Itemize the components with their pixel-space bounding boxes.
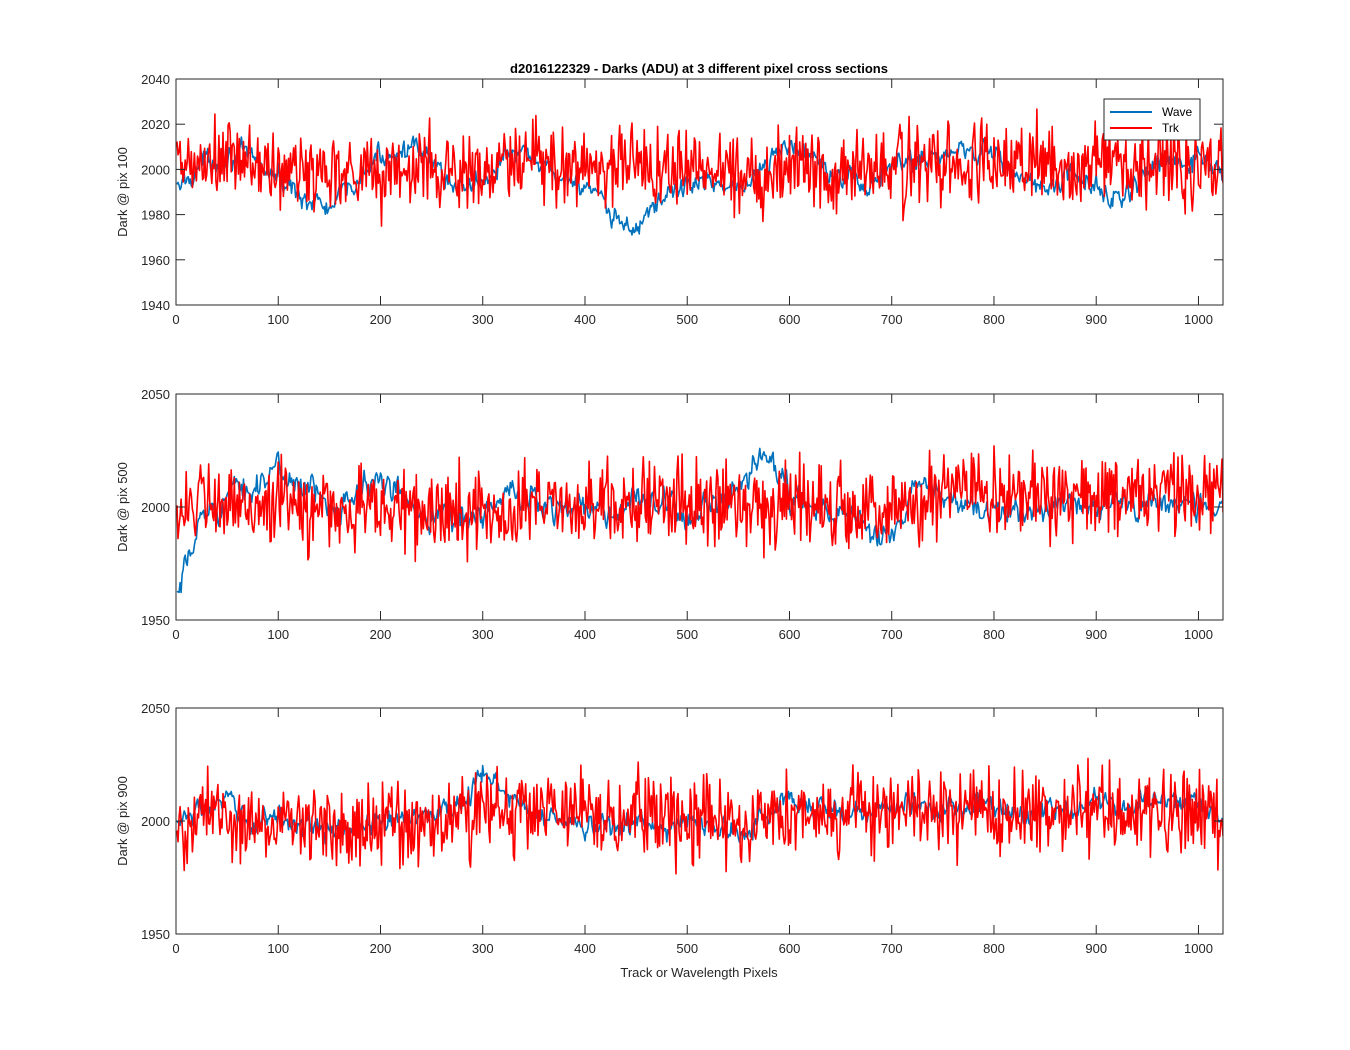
x-tick-label: 100 xyxy=(267,312,289,327)
legend-label-trk: Trk xyxy=(1162,121,1180,135)
y-tick-label: 1980 xyxy=(141,208,170,223)
x-tick-label: 500 xyxy=(676,627,698,642)
x-tick-label: 800 xyxy=(983,941,1005,956)
legend-box xyxy=(1103,98,1201,141)
x-tick-label: 200 xyxy=(370,312,392,327)
x-tick-label: 200 xyxy=(370,941,392,956)
axes-box xyxy=(175,78,1224,306)
x-tick-label: 500 xyxy=(676,312,698,327)
subplot-1: 0 100 200 300 400 500 600 700 800 900 1000 1940 1960… xyxy=(115,72,1224,327)
x-tick-label: 800 xyxy=(983,312,1005,327)
x-tick-label: 900 xyxy=(1085,312,1107,327)
legend-label-wave: Wave xyxy=(1162,105,1193,119)
x-tick-label: 1000 xyxy=(1184,312,1213,327)
x-tick-label: 700 xyxy=(881,941,903,956)
y-tick-label: 2040 xyxy=(141,72,170,87)
series-group xyxy=(176,108,1223,236)
y-axis-label: Dark @ pix 900 xyxy=(115,776,130,866)
x-tick-label: 0 xyxy=(172,312,179,327)
x-tick-label: 0 xyxy=(172,941,179,956)
series-trk-line xyxy=(176,108,1223,227)
series-trk-line xyxy=(176,757,1223,875)
x-tick-label: 600 xyxy=(779,312,801,327)
figure-title: d2016122329 - Darks (ADU) at 3 different… xyxy=(510,61,888,76)
legend: Wave Trk xyxy=(1103,98,1201,141)
subplot-3: 0 100 200 300 400 500 600 700 800 900 1000 1950 2000… xyxy=(115,701,1224,956)
y-tick-label: 2000 xyxy=(141,162,170,177)
series-wave-line xyxy=(176,135,1223,236)
x-tick-label: 400 xyxy=(574,627,596,642)
x-tick-label: 400 xyxy=(574,941,596,956)
x-tick-label: 400 xyxy=(574,312,596,327)
subplot-2: 0 100 200 300 400 500 600 700 800 900 1000 1950 2000… xyxy=(115,387,1224,642)
x-axis-label: Track or Wavelength Pixels xyxy=(620,965,778,980)
series-group xyxy=(176,757,1223,875)
series-trk-line xyxy=(176,445,1223,563)
x-tick-label: 700 xyxy=(881,627,903,642)
y-tick-label: 2000 xyxy=(141,814,170,829)
x-tick-label: 200 xyxy=(370,627,392,642)
x-tick-label: 600 xyxy=(779,941,801,956)
x-tick-label: 600 xyxy=(779,627,801,642)
x-tick-label: 100 xyxy=(267,941,289,956)
x-tick-label: 300 xyxy=(472,627,494,642)
x-tick-label: 500 xyxy=(676,941,698,956)
y-tick-label: 2050 xyxy=(141,387,170,402)
x-tick-label: 700 xyxy=(881,312,903,327)
y-tick-label: 1950 xyxy=(141,613,170,628)
x-tick-label: 800 xyxy=(983,627,1005,642)
subplots: 0 100 200 300 400 500 600 700 800 900 100019401960… xyxy=(115,72,1224,956)
x-tick-label: 300 xyxy=(472,312,494,327)
x-tick-label: 1000 xyxy=(1184,627,1213,642)
x-tick-label: 900 xyxy=(1085,627,1107,642)
x-tick-label: 100 xyxy=(267,627,289,642)
series-group xyxy=(176,445,1223,594)
x-tick-label: 900 xyxy=(1085,941,1107,956)
x-tick-label: 0 xyxy=(172,627,179,642)
y-tick-label: 2000 xyxy=(141,500,170,515)
y-tick-label: 1950 xyxy=(141,927,170,942)
y-axis-label: Dark @ pix 100 xyxy=(115,147,130,237)
x-tick-label: 300 xyxy=(472,941,494,956)
y-axis-label: Dark @ pix 500 xyxy=(115,462,130,552)
y-tick-label: 2050 xyxy=(141,701,170,716)
x-tick-label: 1000 xyxy=(1184,941,1213,956)
y-tick-label: 2020 xyxy=(141,117,170,132)
plot-area xyxy=(176,79,1223,305)
y-tick-label: 1960 xyxy=(141,253,170,268)
y-tick-label: 1940 xyxy=(141,298,170,313)
